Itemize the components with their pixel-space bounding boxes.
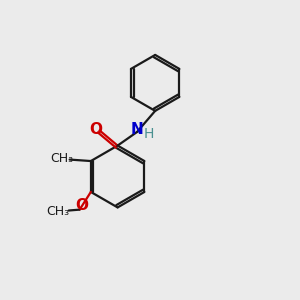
Text: CH₃: CH₃	[46, 205, 69, 218]
Text: CH₃: CH₃	[50, 152, 73, 165]
Text: H: H	[144, 127, 154, 140]
Text: O: O	[89, 122, 102, 137]
Text: N: N	[131, 122, 144, 137]
Text: O: O	[75, 198, 88, 213]
